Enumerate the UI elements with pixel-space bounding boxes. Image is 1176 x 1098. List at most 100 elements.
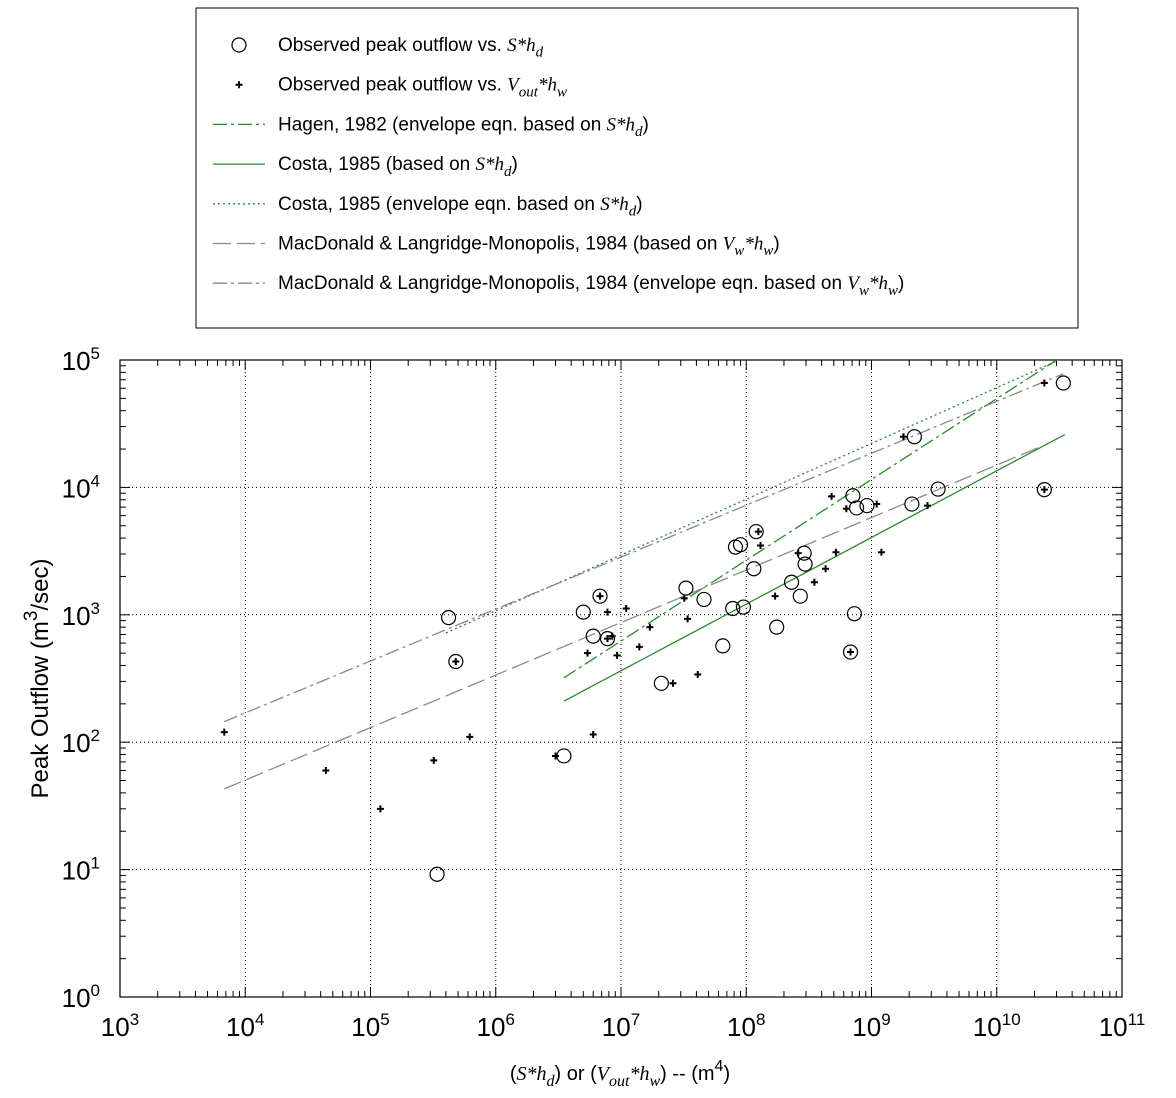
- x-tick-label: 107: [602, 1010, 640, 1042]
- legend-item-1-marker: [235, 81, 243, 89]
- series-1-point: [376, 805, 384, 813]
- y-tick-label-base: 10: [62, 983, 91, 1013]
- series-5-line: [224, 444, 1045, 790]
- series-6-line: [224, 373, 1064, 723]
- legend-item-5-label-part: MacDonald & Langridge-Monopolis, 1984 (b…: [278, 234, 723, 255]
- series-1-point: [684, 615, 692, 623]
- y-tick-label-base: 10: [62, 473, 91, 503]
- series-0-point: [678, 580, 694, 596]
- legend-item-5-label: MacDonald & Langridge-Monopolis, 1984 (b…: [278, 234, 780, 260]
- x-tick-label: 1011: [1099, 1010, 1146, 1042]
- legend-item-0-label-part: S*h: [507, 35, 536, 56]
- legend-item-2-label-part: ): [643, 114, 649, 135]
- y-tick-label: 100: [62, 981, 100, 1013]
- series-0-point: [696, 591, 712, 608]
- series-1-point: [220, 728, 228, 736]
- series-1-point: [822, 565, 830, 573]
- plot-area: [120, 360, 1122, 997]
- series-0-point: [845, 488, 861, 504]
- series-1-point: [832, 548, 840, 556]
- series-0-point: [715, 638, 731, 654]
- y-tick-label: 101: [62, 854, 100, 886]
- legend-item-5-label-part: w: [763, 243, 773, 259]
- series-0-point: [448, 653, 464, 670]
- series-1-point: [899, 433, 907, 441]
- series-1-point: [924, 502, 932, 510]
- legend-item-2-label-part: Hagen, 1982 (envelope eqn. based on: [278, 114, 607, 135]
- x-tick-label: 103: [101, 1010, 139, 1042]
- x-tick-label-base: 10: [727, 1012, 756, 1042]
- legend-item-1-label-part: V: [507, 75, 521, 96]
- series-1-point: [842, 505, 850, 513]
- y-tick-label-base: 10: [62, 346, 91, 376]
- legend-item-1-label-part: w: [557, 84, 567, 100]
- y-tick-label-exp: 5: [91, 344, 100, 363]
- x-axis-label-part: V: [597, 1063, 612, 1085]
- series-0-point: [599, 631, 616, 647]
- x-axis-label-part: (: [510, 1063, 517, 1085]
- legend-item-1-label: Observed peak outflow vs. Vout*hw: [278, 75, 567, 101]
- x-tick-label: 1010: [973, 1010, 1021, 1042]
- series-0-point: [846, 606, 862, 622]
- series-0-point: [429, 866, 445, 882]
- x-tick-label-base: 10: [1099, 1012, 1128, 1042]
- series-0-point: [904, 496, 920, 512]
- legend-item-2-label: Hagen, 1982 (envelope eqn. based on S*hd…: [278, 114, 649, 140]
- series-1-point: [596, 592, 604, 600]
- x-axis-label-part: 4: [715, 1058, 724, 1075]
- series-0-point: [797, 556, 813, 572]
- legend-item-6-label-part: w: [888, 283, 898, 299]
- x-axis-label-part: ) -- (m: [660, 1063, 714, 1085]
- series-1-point: [322, 766, 330, 774]
- series-0-point: [842, 644, 859, 660]
- y-tick-label: 105: [62, 344, 100, 376]
- series-0-point: [1055, 375, 1071, 391]
- x-tick-label: 106: [477, 1010, 515, 1042]
- series-1-point: [452, 657, 460, 665]
- series-0-point: [653, 675, 669, 691]
- y-tick-label-exp: 3: [91, 599, 100, 618]
- legend-item-4-label: Costa, 1985 (envelope eqn. based on S*hd…: [278, 194, 643, 220]
- series-1-point: [1040, 486, 1048, 494]
- series-1-point: [694, 670, 702, 678]
- series-0-point: [1036, 482, 1052, 498]
- series-1-point: [847, 648, 855, 656]
- series-0-point: [792, 588, 808, 604]
- x-tick-label-base: 10: [602, 1012, 631, 1042]
- x-tick-label-base: 10: [852, 1012, 881, 1042]
- x-axis-label-part: d: [547, 1073, 556, 1090]
- x-tick-label-exp: 5: [380, 1010, 389, 1029]
- series-1-point: [877, 548, 885, 556]
- series-1-point: [828, 492, 836, 500]
- legend-item-5-label-part: V: [723, 234, 737, 255]
- y-tick-label: 103: [62, 599, 100, 631]
- series-1-point: [466, 733, 474, 741]
- legend-item-2-label-part: d: [635, 124, 643, 140]
- legend-item-4-label-part: ): [636, 194, 642, 215]
- series-0-point: [906, 429, 922, 445]
- series-0-point: [732, 537, 749, 553]
- legend-item-1-label-part: *h: [538, 75, 557, 96]
- legend-item-4-label-part: S*h: [600, 194, 629, 215]
- series-1-point: [583, 649, 591, 657]
- legend-item-5-label-part: ): [773, 234, 779, 255]
- series-1-point: [873, 500, 881, 508]
- series-1-point: [810, 578, 818, 586]
- series-0-point: [585, 628, 601, 644]
- legend-item-6-label: MacDonald & Langridge-Monopolis, 1984 (e…: [278, 273, 904, 299]
- series-0-point: [592, 588, 608, 604]
- series-1-point: [589, 730, 597, 738]
- series-0-point: [440, 610, 457, 626]
- y-tick-label: 104: [62, 471, 100, 503]
- y-tick-label-base: 10: [62, 856, 91, 886]
- x-axis-label: (S*hd) or (Vout*hw) -- (m4): [510, 1058, 730, 1090]
- y-tick-label-exp: 0: [91, 981, 100, 1000]
- legend-item-4-label-part: Costa, 1985 (envelope eqn. based on: [278, 194, 600, 215]
- y-tick-label-base: 10: [62, 601, 91, 631]
- y-axis-label-part: 3: [21, 611, 42, 622]
- x-tick-label: 105: [351, 1010, 389, 1042]
- legend-item-6-label-part: V: [847, 273, 861, 294]
- legend-box: [195, 7, 1079, 329]
